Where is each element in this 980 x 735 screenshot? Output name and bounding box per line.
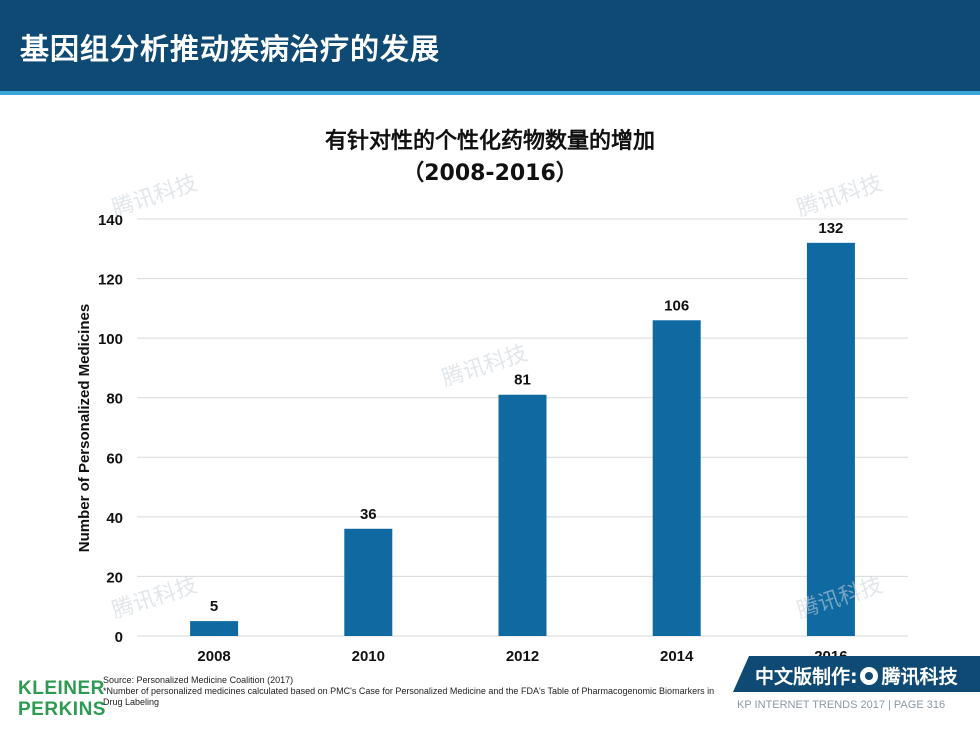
bar <box>190 621 239 636</box>
logo-line-2: PERKINS <box>18 699 106 720</box>
header-bar: 基因组分析推动疾病治疗的发展 <box>0 0 980 91</box>
page-number: KP INTERNET TRENDS 2017 | PAGE 316 <box>737 699 946 711</box>
data-label: 106 <box>664 297 689 314</box>
y-tick-label: 0 <box>115 629 123 646</box>
badge-prefix: 中文版制作: <box>755 666 858 688</box>
data-label: 81 <box>514 372 531 389</box>
x-tick-label: 2008 <box>197 648 230 665</box>
chart-title: 有针对性的个性化药物数量的增加 <box>324 129 655 154</box>
x-tick-label: 2010 <box>352 648 385 665</box>
data-label: 5 <box>210 598 218 615</box>
y-tick-label: 20 <box>106 569 123 586</box>
chart-subtitle: （2008-2016） <box>402 161 578 186</box>
y-axis-label: Number of Personalized Medicines <box>76 304 93 552</box>
source-note: Source: Personalized Medicine Coalition … <box>103 675 723 708</box>
data-label: 36 <box>360 506 377 523</box>
y-tick-label: 100 <box>98 331 123 348</box>
x-tick-label: 2014 <box>660 648 694 665</box>
bar <box>806 242 855 637</box>
bar <box>652 320 701 636</box>
footnote-text: *Number of personalized medicines calcul… <box>103 686 715 707</box>
header-accent-line <box>0 91 980 95</box>
y-tick-label: 60 <box>106 450 123 467</box>
logo-line-1: KLEINER <box>18 678 105 699</box>
bar <box>498 394 547 636</box>
y-tick-label: 40 <box>106 510 123 527</box>
source-text: Source: Personalized Medicine Coalition … <box>103 675 294 685</box>
x-tick-label: 2012 <box>506 648 539 665</box>
kleiner-perkins-logo: KLEINER PERKINS <box>18 678 106 720</box>
y-tick-label: 140 <box>98 212 123 229</box>
y-tick-label: 80 <box>106 391 123 408</box>
translation-badge: 中文版制作: 腾讯科技 <box>733 656 980 692</box>
y-tick-label: 120 <box>98 272 123 289</box>
bar <box>344 528 393 636</box>
page-title: 基因组分析推动疾病治疗的发展 <box>20 32 441 66</box>
badge-brand: 腾讯科技 <box>881 666 958 688</box>
tencent-logo-icon <box>859 667 878 685</box>
data-label: 132 <box>818 220 843 237</box>
